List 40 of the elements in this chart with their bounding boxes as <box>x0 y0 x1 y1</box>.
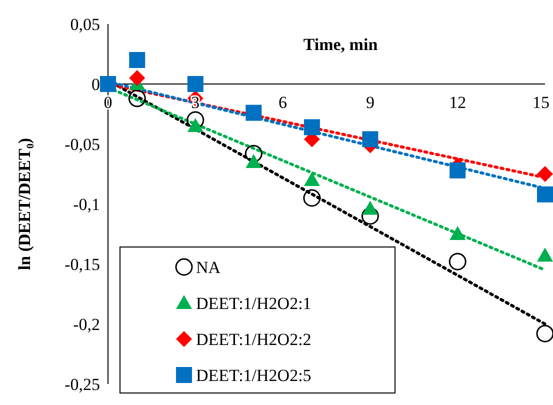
point <box>448 252 466 270</box>
point <box>246 154 262 168</box>
point <box>187 76 204 92</box>
y-tick-label: 0 <box>92 74 100 94</box>
x-tick-label: 12 <box>449 93 466 112</box>
y-tick-label: -0,1 <box>73 194 100 214</box>
point <box>246 104 262 121</box>
point <box>362 200 378 215</box>
legend-label: NA <box>196 258 222 277</box>
point <box>128 90 146 108</box>
point <box>304 172 320 186</box>
point <box>450 226 466 240</box>
point <box>536 324 553 342</box>
legend-label: DEET:1/H2O2:2 <box>196 330 312 349</box>
point <box>186 111 204 129</box>
point <box>129 70 146 86</box>
point <box>450 162 466 178</box>
legend-label: DEET:1/H2O2:1 <box>196 294 312 313</box>
y-tick-label: -0,2 <box>73 314 100 334</box>
point <box>244 144 262 162</box>
x-tick-label: 6 <box>278 93 288 112</box>
y-tick-label: 0,05 <box>70 14 100 34</box>
x-axis-title: Time, min <box>303 35 378 54</box>
legend-label: DEET:1/H2O2:5 <box>196 366 312 385</box>
point <box>187 118 204 132</box>
point <box>361 207 379 225</box>
point <box>100 76 116 92</box>
point <box>304 119 320 136</box>
point <box>537 248 553 262</box>
point <box>362 131 378 148</box>
point <box>537 166 553 182</box>
point <box>129 52 146 68</box>
point <box>303 189 321 207</box>
y-tick-label: -0,05 <box>64 134 100 154</box>
y-tick-label: -0,25 <box>64 374 100 394</box>
y-axis-title: ln (DEET/DEET₀) <box>15 138 34 270</box>
x-tick-label: 9 <box>366 93 374 112</box>
x-tick-label: 15 <box>532 93 550 112</box>
y-tick-label: -0,15 <box>64 254 100 274</box>
point <box>537 186 553 202</box>
